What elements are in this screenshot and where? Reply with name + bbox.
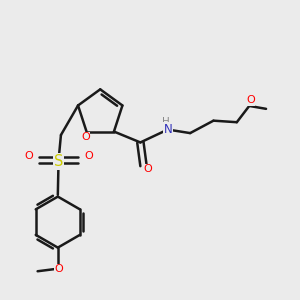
Text: O: O xyxy=(144,164,152,175)
Text: O: O xyxy=(81,132,90,142)
Text: O: O xyxy=(84,151,93,161)
Text: O: O xyxy=(24,151,33,161)
Text: O: O xyxy=(54,264,63,274)
Text: O: O xyxy=(246,95,255,105)
Text: N: N xyxy=(164,123,172,136)
Text: S: S xyxy=(54,154,63,169)
Text: H: H xyxy=(162,117,170,127)
